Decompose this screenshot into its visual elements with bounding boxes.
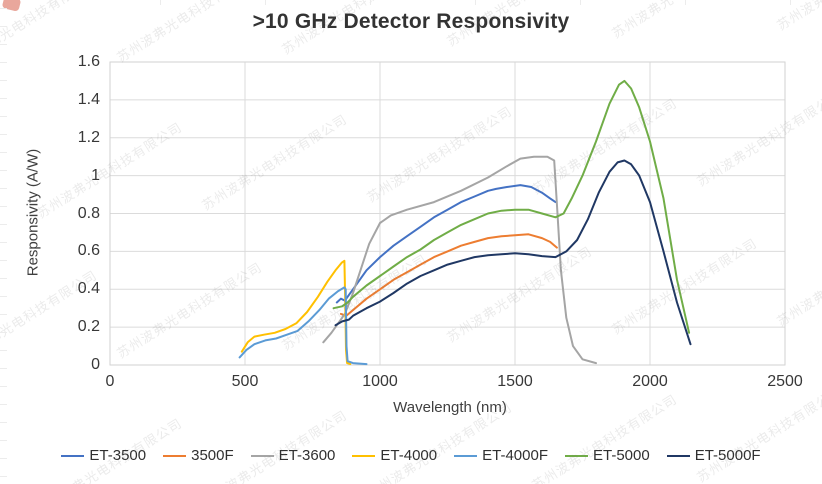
edge-col-stub — [685, 0, 686, 5]
edge-col-stub — [475, 0, 476, 5]
edge-col-stub — [265, 0, 266, 5]
edge-row-stub — [0, 62, 7, 63]
series-line-ET-3500 — [335, 184, 557, 304]
edge-row-stub — [0, 440, 7, 441]
legend-swatch — [163, 454, 187, 457]
edge-col-stub — [790, 0, 791, 5]
y-tick-label: 0.2 — [77, 318, 100, 335]
x-tick-label: 2000 — [632, 373, 668, 390]
edge-row-stub — [0, 44, 7, 45]
legend-label: 3500F — [191, 447, 234, 464]
x-tick-label: 1500 — [497, 373, 533, 390]
edge-row-stub — [0, 26, 7, 27]
series-line-ET-5000 — [332, 79, 691, 334]
legend-item-ET-4000F: ET-4000F — [454, 447, 548, 464]
edge-col-stub — [55, 0, 56, 5]
edge-row-stub — [0, 458, 7, 459]
edge-row-stub — [0, 80, 7, 81]
y-tick-label: 1.4 — [77, 91, 100, 108]
edge-row-stub — [0, 188, 7, 189]
y-tick-label: 1 — [91, 167, 100, 184]
edge-row-stub — [0, 224, 7, 225]
y-axis-title: Responsivity (A/W) — [24, 148, 42, 277]
legend-swatch — [666, 454, 690, 457]
edge-row-stub — [0, 296, 7, 297]
legend-label: ET-4000 — [380, 447, 438, 464]
y-tick-label: 1.6 — [77, 53, 100, 70]
edge-row-stub — [0, 8, 7, 9]
legend-label: ET-5000 — [592, 447, 650, 464]
legend-swatch — [454, 454, 478, 457]
legend-swatch — [250, 454, 274, 457]
legend-item-ET-5000: ET-5000 — [564, 447, 650, 464]
edge-row-stub — [0, 134, 7, 135]
legend: ET-3500 3500F ET-3600 ET-4000 ET-4000F ET-500… — [0, 447, 822, 464]
edge-row-stub — [0, 332, 7, 333]
edge-row-stub — [0, 422, 7, 423]
legend-label: ET-4000F — [482, 447, 548, 464]
edge-row-stub — [0, 260, 7, 261]
series-line-3500F — [339, 233, 558, 317]
legend-item-ET-5000F: ET-5000F — [666, 447, 761, 464]
edge-col-stub — [370, 0, 371, 5]
legend-item-3500F: 3500F — [163, 447, 234, 464]
edge-row-stub — [0, 386, 7, 387]
edge-row-stub — [0, 476, 7, 477]
legend-swatch — [61, 454, 85, 457]
legend-item-ET-3600: ET-3600 — [250, 447, 336, 464]
x-tick-label: 500 — [231, 373, 259, 390]
x-tick-label: 2500 — [767, 373, 803, 390]
series-line-ET-5000F — [334, 159, 692, 346]
edge-row-stub — [0, 350, 7, 351]
x-tick-label: 1000 — [362, 373, 398, 390]
legend-item-ET-4000: ET-4000 — [352, 447, 437, 464]
edge-row-stub — [0, 314, 7, 315]
edge-row-stub — [0, 152, 7, 153]
edge-row-stub — [0, 278, 7, 279]
legend-swatch — [352, 454, 376, 457]
edge-row-stub — [0, 242, 7, 243]
edge-col-stub — [160, 0, 161, 5]
edge-row-stub — [0, 404, 7, 405]
edge-row-stub — [0, 170, 7, 171]
edge-row-stub — [0, 368, 7, 369]
edge-col-stub — [580, 0, 581, 5]
legend-label: ET-3500 — [89, 447, 147, 464]
x-axis-title: Wavelength (nm) — [393, 399, 507, 416]
y-tick-label: 0.4 — [77, 280, 100, 297]
legend-label: ET-3600 — [278, 447, 336, 464]
y-tick-label: 1.2 — [77, 129, 100, 146]
edge-row-stub — [0, 98, 7, 99]
legend-item-ET-3500: ET-3500 — [61, 447, 146, 464]
series-line-ET-4000 — [240, 259, 352, 366]
series-line-ET-4000F — [238, 286, 368, 366]
edge-row-stub — [0, 116, 7, 117]
legend-swatch — [564, 454, 588, 457]
edge-row-stub — [0, 206, 7, 207]
plot-border — [109, 61, 786, 366]
series-line-ET-3600 — [322, 155, 597, 365]
x-tick-label: 0 — [105, 373, 115, 390]
y-tick-label: 0.8 — [77, 205, 100, 222]
chart-title: >10 GHz Detector Responsivity — [252, 10, 570, 33]
y-tick-label: 0.6 — [77, 242, 100, 259]
legend-label: ET-5000F — [694, 447, 761, 464]
y-tick-label: 0 — [91, 356, 100, 373]
